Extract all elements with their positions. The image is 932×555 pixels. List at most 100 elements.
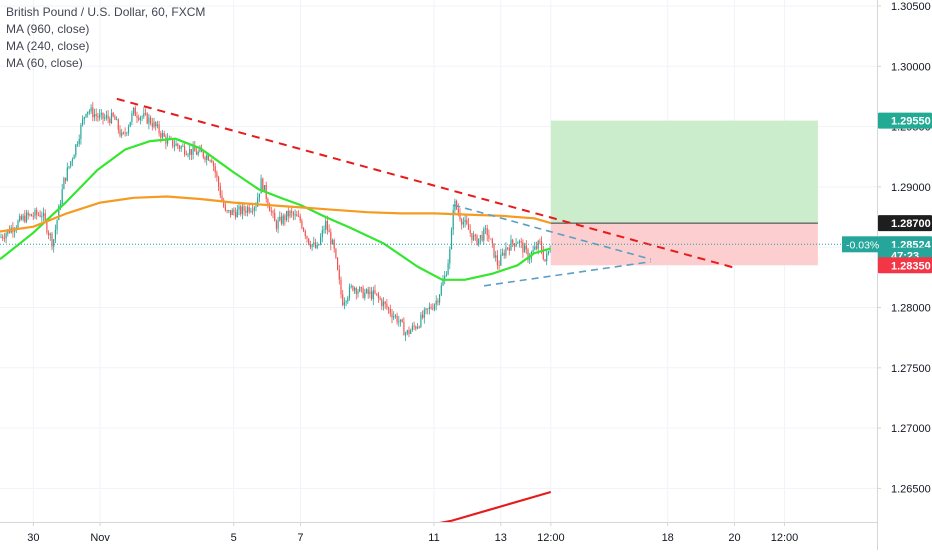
- candle-body: [418, 326, 420, 328]
- price-tick-label: 1.28000: [891, 303, 931, 315]
- candle-body: [314, 242, 317, 248]
- time-tick-label: 13: [495, 532, 507, 544]
- candle-body: [301, 220, 303, 229]
- candle-body: [44, 213, 46, 221]
- candle-body: [542, 251, 544, 260]
- candle-body: [207, 155, 209, 161]
- candle-body: [282, 215, 284, 224]
- candle-body: [85, 113, 87, 117]
- candle-body: [406, 330, 408, 334]
- candle-body: [209, 160, 211, 162]
- candle-body: [401, 319, 403, 322]
- candle-body: [58, 205, 60, 221]
- time-axis[interactable]: [0, 522, 877, 550]
- candle-body: [73, 155, 75, 160]
- candle-body: [280, 216, 283, 224]
- ma-line-240[interactable]: [0, 195, 552, 233]
- candle-body: [51, 234, 53, 247]
- candle-body: [88, 111, 90, 113]
- change-badge-text: -0.03%: [846, 239, 879, 251]
- time-tick-label: 5: [231, 532, 237, 544]
- candle-body: [287, 210, 289, 217]
- candle-body: [303, 228, 305, 232]
- candle-body: [449, 249, 451, 264]
- candle-body: [178, 146, 181, 149]
- candle-body: [377, 293, 379, 298]
- candle-body: [122, 132, 124, 134]
- price-tick-label: 1.26500: [891, 483, 931, 495]
- trendline-triangle-lower[interactable]: [483, 260, 652, 287]
- candle-body: [517, 242, 519, 244]
- candle-body: [102, 112, 104, 119]
- candle-body: [462, 222, 464, 225]
- candle-body: [214, 166, 216, 173]
- legend-ma-240[interactable]: MA (240, close): [6, 39, 90, 53]
- chart-title[interactable]: British Pound / U.S. Dollar, 60, FXCM: [6, 5, 206, 19]
- candle-body: [549, 250, 551, 252]
- candle-body: [442, 280, 444, 286]
- candle-body: [335, 248, 337, 258]
- candle-body: [199, 148, 201, 152]
- candle-body: [433, 304, 436, 310]
- candle-body: [105, 115, 107, 118]
- price-axis[interactable]: [877, 0, 932, 550]
- candle-body: [338, 269, 340, 280]
- candle-body: [501, 252, 504, 255]
- candle-body: [97, 115, 99, 118]
- candle-body: [498, 265, 500, 266]
- candle-body: [109, 118, 111, 124]
- candle-body: [180, 146, 182, 149]
- candle-body: [503, 252, 505, 256]
- trendline-downtrend[interactable]: [116, 97, 735, 269]
- trendline-triangle-upper[interactable]: [453, 204, 652, 261]
- position-target-zone[interactable]: [550, 120, 818, 224]
- candle-body: [160, 133, 162, 138]
- candle-body: [158, 124, 160, 134]
- candle-body: [71, 159, 73, 162]
- candle-body: [447, 263, 449, 275]
- candle-body: [49, 234, 51, 236]
- candle-body: [450, 229, 453, 250]
- candle-body: [394, 315, 396, 317]
- candle-body: [360, 287, 362, 289]
- candle-body: [110, 112, 113, 124]
- candle-body: [389, 308, 391, 314]
- candle-body: [547, 251, 549, 254]
- candle-body: [224, 206, 226, 211]
- candle-body: [32, 216, 34, 217]
- change-badge-box: [842, 236, 878, 253]
- candle-body: [471, 232, 473, 240]
- legend-ma-960[interactable]: MA (960, close): [6, 22, 90, 36]
- candle-body: [133, 107, 135, 114]
- candle-body: [260, 178, 262, 194]
- ma-line-60[interactable]: [0, 137, 552, 281]
- candle-body: [275, 221, 277, 229]
- candle-body: [19, 216, 21, 221]
- time-tick-label: 7: [297, 532, 303, 544]
- candle-body: [420, 314, 422, 328]
- candle-body: [372, 290, 374, 300]
- candle-body: [337, 257, 339, 270]
- legend-ma-60[interactable]: MA (60, close): [6, 56, 83, 70]
- candle-body: [240, 206, 242, 215]
- candle-body: [155, 122, 157, 127]
- time-tick-label: Nov: [90, 532, 110, 544]
- candle-body: [539, 240, 541, 242]
- price-label-box: [878, 112, 932, 129]
- candle-body: [430, 306, 432, 309]
- candle-body: [129, 121, 131, 127]
- price-label-text: 1.28350: [891, 260, 931, 272]
- candle-body: [374, 290, 376, 294]
- candle-body: [229, 210, 232, 216]
- candle-body: [202, 152, 204, 158]
- candle-body: [150, 117, 152, 124]
- candle-body: [124, 132, 126, 134]
- candle-body: [63, 177, 65, 190]
- candle-body: [221, 195, 223, 201]
- candle-body: [5, 233, 7, 239]
- candle-body: [491, 239, 493, 244]
- candle-body: [56, 220, 58, 230]
- candle-body: [369, 291, 371, 295]
